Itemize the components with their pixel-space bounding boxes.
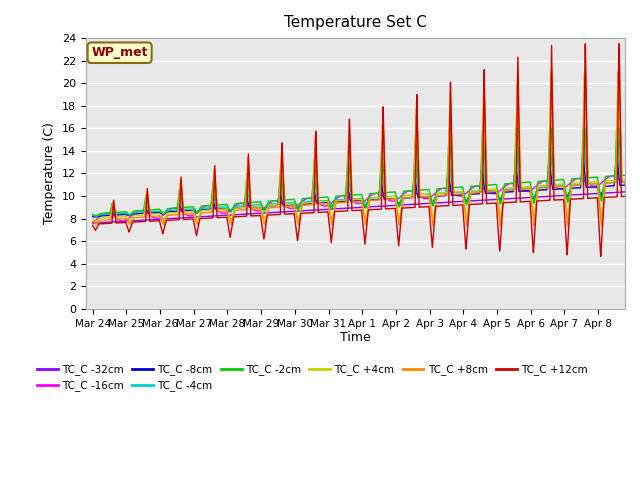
TC_C -2cm bbox=[488, 182, 495, 188]
Line: TC_C +12cm: TC_C +12cm bbox=[93, 44, 632, 256]
TC_C -4cm bbox=[487, 187, 495, 193]
X-axis label: Time: Time bbox=[340, 331, 371, 344]
TC_C -8cm bbox=[503, 189, 511, 195]
TC_C -4cm bbox=[503, 186, 511, 192]
Line: TC_C +4cm: TC_C +4cm bbox=[93, 72, 632, 222]
Y-axis label: Temperature (C): Temperature (C) bbox=[44, 122, 56, 224]
TC_C +8cm bbox=[89, 218, 97, 224]
TC_C +4cm bbox=[580, 69, 588, 75]
TC_C -16cm bbox=[487, 191, 495, 196]
TC_C -2cm bbox=[628, 176, 636, 182]
Line: TC_C -4cm: TC_C -4cm bbox=[93, 140, 632, 216]
TC_C -2cm bbox=[479, 125, 486, 131]
TC_C +12cm bbox=[89, 223, 97, 228]
TC_C -8cm bbox=[92, 214, 99, 220]
TC_C -32cm bbox=[511, 195, 518, 201]
TC_C -2cm bbox=[182, 204, 189, 210]
Line: TC_C -16cm: TC_C -16cm bbox=[93, 176, 632, 222]
TC_C +12cm bbox=[628, 206, 636, 212]
TC_C +12cm bbox=[438, 203, 445, 209]
Title: Temperature Set C: Temperature Set C bbox=[284, 15, 427, 30]
TC_C +8cm bbox=[182, 211, 189, 217]
TC_C -2cm bbox=[89, 212, 97, 217]
TC_C +12cm bbox=[503, 200, 511, 205]
TC_C -8cm bbox=[487, 190, 495, 196]
TC_C -4cm bbox=[438, 191, 445, 196]
TC_C -4cm bbox=[182, 206, 189, 212]
TC_C +12cm bbox=[581, 41, 589, 47]
Text: WP_met: WP_met bbox=[92, 46, 148, 59]
TC_C -2cm bbox=[438, 186, 445, 192]
TC_C -2cm bbox=[92, 213, 100, 219]
TC_C +4cm bbox=[487, 187, 495, 192]
TC_C +8cm bbox=[598, 224, 605, 229]
TC_C -32cm bbox=[449, 199, 456, 205]
TC_C +8cm bbox=[487, 189, 495, 194]
TC_C -16cm bbox=[89, 219, 97, 225]
TC_C -32cm bbox=[89, 220, 97, 226]
TC_C +8cm bbox=[503, 188, 511, 193]
TC_C -4cm bbox=[449, 190, 456, 195]
TC_C +8cm bbox=[514, 69, 522, 75]
TC_C +8cm bbox=[438, 192, 445, 198]
TC_C +4cm bbox=[438, 190, 445, 196]
TC_C -8cm bbox=[449, 192, 456, 198]
TC_C -2cm bbox=[449, 181, 456, 187]
Legend: TC_C -32cm, TC_C -16cm, TC_C -8cm, TC_C -4cm, TC_C -2cm, TC_C +4cm, TC_C +8cm, T: TC_C -32cm, TC_C -16cm, TC_C -8cm, TC_C … bbox=[33, 360, 592, 396]
TC_C -32cm bbox=[503, 196, 511, 202]
TC_C -4cm bbox=[511, 165, 519, 171]
TC_C -16cm bbox=[511, 181, 518, 187]
TC_C +4cm bbox=[89, 216, 97, 222]
TC_C -8cm bbox=[438, 193, 445, 199]
TC_C -8cm bbox=[628, 185, 636, 191]
TC_C +8cm bbox=[449, 149, 456, 155]
TC_C +8cm bbox=[511, 187, 518, 193]
TC_C -32cm bbox=[487, 197, 495, 203]
TC_C +4cm bbox=[511, 181, 519, 187]
TC_C -4cm bbox=[89, 213, 97, 218]
TC_C -8cm bbox=[89, 214, 97, 219]
TC_C -32cm bbox=[628, 189, 636, 194]
TC_C -4cm bbox=[546, 137, 554, 143]
TC_C -4cm bbox=[628, 181, 636, 187]
TC_C +12cm bbox=[511, 199, 518, 205]
Line: TC_C -2cm: TC_C -2cm bbox=[93, 128, 632, 216]
TC_C -8cm bbox=[182, 208, 189, 214]
TC_C +4cm bbox=[182, 209, 189, 215]
TC_C -4cm bbox=[92, 214, 100, 219]
TC_C -16cm bbox=[503, 182, 511, 188]
Line: TC_C +8cm: TC_C +8cm bbox=[93, 72, 632, 227]
TC_C -16cm bbox=[628, 180, 636, 186]
TC_C -32cm bbox=[438, 200, 445, 205]
TC_C +4cm bbox=[92, 219, 100, 225]
Line: TC_C -32cm: TC_C -32cm bbox=[93, 192, 632, 223]
TC_C +4cm bbox=[628, 183, 636, 189]
TC_C +4cm bbox=[503, 185, 511, 191]
TC_C -16cm bbox=[182, 212, 189, 217]
TC_C -8cm bbox=[612, 149, 620, 155]
TC_C +12cm bbox=[449, 166, 456, 171]
TC_C -16cm bbox=[438, 186, 445, 192]
TC_C +12cm bbox=[182, 216, 189, 222]
Line: TC_C -8cm: TC_C -8cm bbox=[93, 152, 632, 217]
TC_C -16cm bbox=[609, 173, 616, 179]
TC_C +8cm bbox=[628, 186, 636, 192]
TC_C -32cm bbox=[182, 215, 189, 220]
TC_C +12cm bbox=[487, 201, 495, 206]
TC_C +4cm bbox=[449, 166, 456, 171]
TC_C -2cm bbox=[503, 181, 511, 187]
TC_C -2cm bbox=[511, 154, 519, 160]
TC_C -16cm bbox=[449, 190, 456, 195]
TC_C +12cm bbox=[597, 253, 605, 259]
TC_C -8cm bbox=[511, 168, 519, 174]
